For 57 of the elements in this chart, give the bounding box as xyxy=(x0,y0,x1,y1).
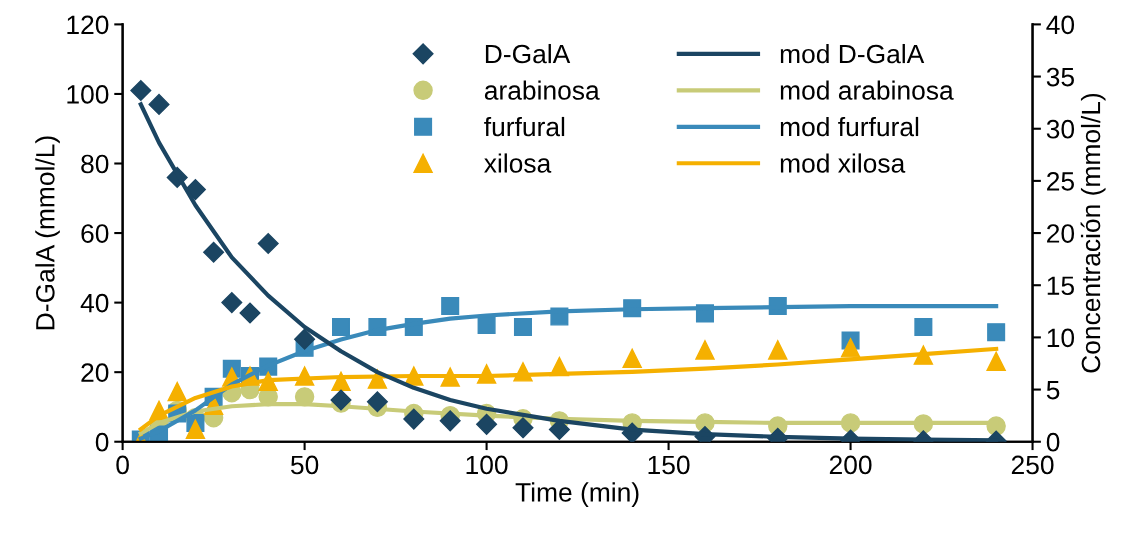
point xyxy=(477,315,496,334)
point xyxy=(622,348,642,368)
y2-tick-label: 15 xyxy=(1047,276,1074,296)
legend-label: arabinosa xyxy=(484,80,600,100)
y2-tick-label: 10 xyxy=(1047,328,1075,348)
point xyxy=(366,391,388,413)
point xyxy=(476,413,498,435)
y2-tick-label: 30 xyxy=(1046,119,1075,139)
point xyxy=(768,340,788,360)
y-tick-label: 0 xyxy=(95,432,109,452)
point xyxy=(239,302,261,324)
point xyxy=(513,317,533,336)
y2-tick-label: 0 xyxy=(1046,432,1060,452)
y2-tick-label: 25 xyxy=(1047,172,1074,191)
x-tick-label: 150 xyxy=(648,455,690,475)
y2-tick-label: 5 xyxy=(1046,380,1060,400)
legend-label: furfural xyxy=(484,116,565,137)
y-tick-label: 40 xyxy=(80,293,109,313)
legend-label: xilosa xyxy=(484,153,552,173)
point xyxy=(439,410,461,432)
x-tick-label: 0 xyxy=(116,455,129,475)
y-tick-label: 60 xyxy=(81,224,109,243)
point xyxy=(257,232,279,255)
y-tick-label: 100 xyxy=(67,85,109,104)
legend-label: mod xilosa xyxy=(780,153,906,173)
x-tick-label: 100 xyxy=(466,455,508,475)
legend-label: mod furfural xyxy=(780,116,919,137)
point xyxy=(840,338,861,358)
point xyxy=(203,241,225,263)
x-tick-label: 50 xyxy=(290,455,319,475)
point xyxy=(695,340,715,360)
x-axis-title: Time (min) xyxy=(515,482,639,507)
x-tick-label: 200 xyxy=(829,455,872,475)
y-tick-label: 120 xyxy=(67,15,109,35)
point xyxy=(512,417,534,439)
y-tick-label: 80 xyxy=(81,154,109,174)
point xyxy=(987,323,1006,342)
legend-label: mod D-GalA xyxy=(780,43,925,64)
point xyxy=(441,297,460,316)
point xyxy=(331,317,351,336)
x-tick-label: 250 xyxy=(1011,455,1054,475)
point xyxy=(167,381,187,402)
y2-axis-title: Concentración (mmol/L) xyxy=(1080,93,1106,373)
point xyxy=(148,93,170,115)
point xyxy=(130,79,152,101)
point xyxy=(914,317,933,336)
y-axis-title: D-GalA (mmol/L) xyxy=(35,136,60,330)
y-tick-label: 20 xyxy=(81,363,109,382)
point xyxy=(403,408,425,430)
y2-tick-label: 20 xyxy=(1047,224,1075,243)
point xyxy=(294,328,316,350)
y2-tick-label: 35 xyxy=(1046,67,1074,87)
legend-label: D-GalA xyxy=(485,43,571,64)
y2-tick-label: 40 xyxy=(1046,15,1075,35)
point xyxy=(221,292,243,314)
point xyxy=(986,351,1006,372)
legend-label: mod arabinosa xyxy=(780,80,954,100)
